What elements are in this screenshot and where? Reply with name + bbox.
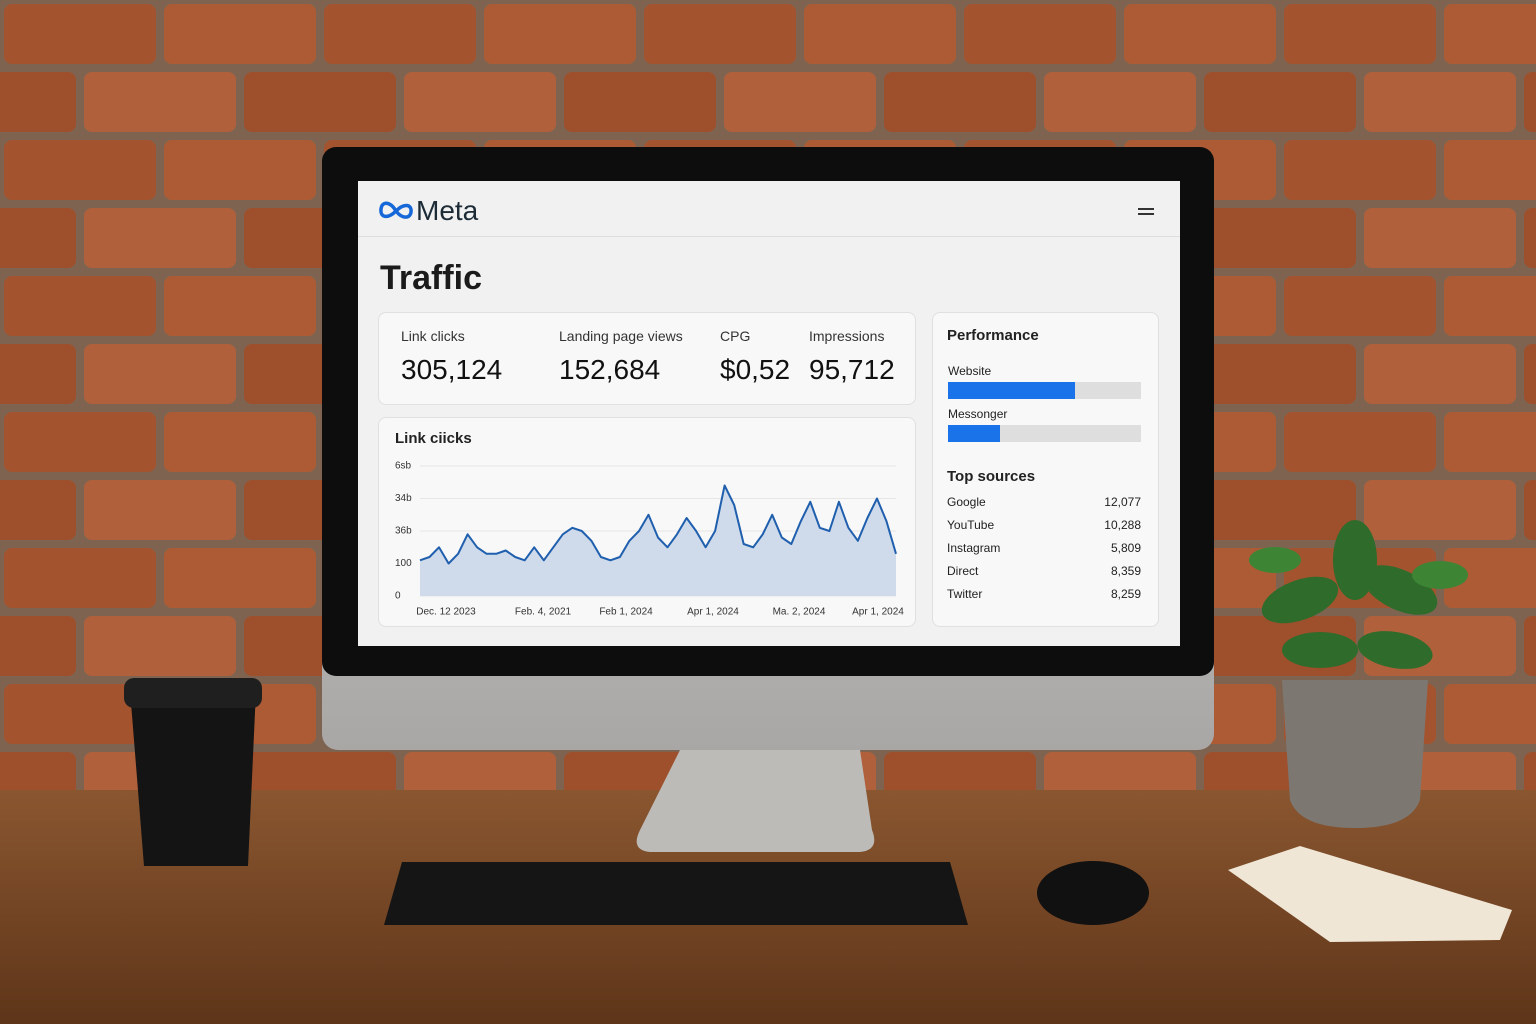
line-chart: 0 100 36b 34b 6sb Dec. 12 2023 Feb. 4, 2021 Feb… [395, 461, 904, 618]
menu-icon[interactable] [1138, 208, 1154, 210]
x-tick-label: Dec. 12 2023 [416, 607, 476, 618]
bar-track [948, 382, 1141, 399]
logo-icon [379, 201, 413, 219]
bar-label: Messonger [948, 407, 1008, 421]
y-tick-label: 100 [395, 558, 412, 569]
source-value: 8,259 [1110, 587, 1141, 601]
x-tick-label: Apr 1, 2024 [687, 607, 739, 618]
chart-title: Link ciicks [395, 430, 472, 447]
line-area [420, 485, 896, 596]
logo-text: Meta [416, 195, 479, 226]
bar-track [948, 425, 1141, 442]
mouse [1037, 861, 1149, 925]
y-tick-label: 6sb [395, 461, 412, 472]
source-name: Google [947, 495, 986, 509]
source-name: Direct [947, 564, 979, 578]
x-tick-label: Ma. 2, 2024 [773, 607, 826, 618]
x-tick-label: Feb 1, 2024 [599, 607, 653, 618]
performance-title: Performance [947, 327, 1039, 344]
bar-label: Website [948, 364, 992, 378]
y-tick-label: 0 [395, 591, 401, 602]
kpi-label: CPG [720, 328, 751, 344]
line [419, 484, 897, 565]
performance-card [932, 312, 1159, 627]
source-value: 5,809 [1110, 541, 1141, 555]
kpi-value: 152,684 [559, 354, 661, 385]
cup-lid [124, 678, 262, 708]
menu-icon[interactable] [1138, 213, 1154, 215]
screen: Meta Traffic Link ciicks Performance Top… [358, 181, 1180, 646]
y-tick-label: 36b [395, 526, 412, 537]
source-value: 12,077 [1104, 495, 1141, 509]
kpi-label: Link clicks [401, 328, 465, 344]
source-value: 8,359 [1110, 564, 1141, 578]
y-tick-label: 34b [395, 493, 412, 504]
kpi-label: Landing page views [559, 328, 683, 344]
source-value: 10,288 [1104, 518, 1141, 532]
notebook [1228, 846, 1512, 942]
plant-pot [1282, 680, 1428, 828]
x-tick-label: Feb. 4, 2021 [515, 607, 572, 618]
bar [948, 425, 1001, 442]
kpi-value: 95,712 [809, 354, 895, 385]
source-name: Instagram [947, 541, 1001, 555]
source-name: YouTube [947, 518, 995, 532]
kpi-label: Impressions [809, 328, 885, 344]
page-title: Traffic [380, 259, 483, 297]
kpi-value: $0,52 [720, 354, 791, 385]
monitor-stand [636, 750, 875, 852]
bar [948, 382, 1076, 399]
plant-leaves [1249, 520, 1468, 669]
kpi-value: 305,124 [401, 354, 503, 385]
header-divider [358, 236, 1180, 237]
keyboard [384, 862, 968, 925]
x-tick-label: Apr 1, 2024 [852, 607, 904, 618]
coffee-cup [130, 690, 256, 866]
kpi-card [378, 312, 916, 405]
sources-title: Top sources [947, 468, 1036, 485]
source-name: Twitter [947, 587, 983, 601]
